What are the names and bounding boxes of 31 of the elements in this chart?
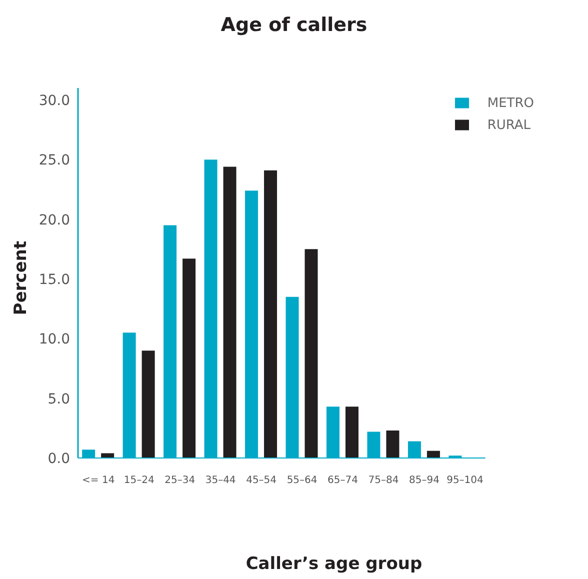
- y-tick-label: 20.0: [38, 212, 70, 228]
- bar: [304, 249, 318, 458]
- bar: [345, 406, 358, 458]
- legend-label: RURAL: [487, 118, 531, 133]
- x-tick-label: 95–104: [446, 475, 484, 486]
- bar: [386, 430, 400, 458]
- x-tick-label: 75–84: [368, 475, 399, 486]
- y-tick-label: 5.0: [48, 391, 70, 408]
- x-tick-label: 35–44: [205, 475, 236, 486]
- bar: [142, 350, 155, 458]
- y-tick-label: 0.0: [48, 450, 70, 467]
- chart-title: Age of callers: [220, 14, 368, 36]
- y-tick-label: 15.0: [38, 272, 70, 288]
- bar: [182, 258, 196, 458]
- bar: [223, 166, 236, 458]
- x-axis-title: Caller’s age group: [244, 554, 424, 574]
- y-tick-label: 25.0: [38, 152, 70, 169]
- x-tick-label: 65–74: [328, 475, 358, 486]
- y-tick-label: 10.0: [38, 332, 70, 348]
- y-axis-title: Percent: [11, 240, 31, 318]
- y-tick-label: 30.0: [38, 92, 70, 109]
- x-tick-label: 85–94: [409, 475, 440, 486]
- legend-label: METRO: [487, 96, 534, 111]
- bar: [264, 170, 278, 458]
- bar: [426, 450, 440, 458]
- x-tick-label: 25–34: [164, 475, 196, 486]
- x-tick-label: 55–64: [286, 475, 318, 486]
- bar: [101, 453, 114, 458]
- x-tick-label: 15–24: [124, 475, 154, 486]
- x-tick-label: <= 14: [82, 475, 115, 486]
- x-tick-label: 45–54: [246, 475, 277, 486]
